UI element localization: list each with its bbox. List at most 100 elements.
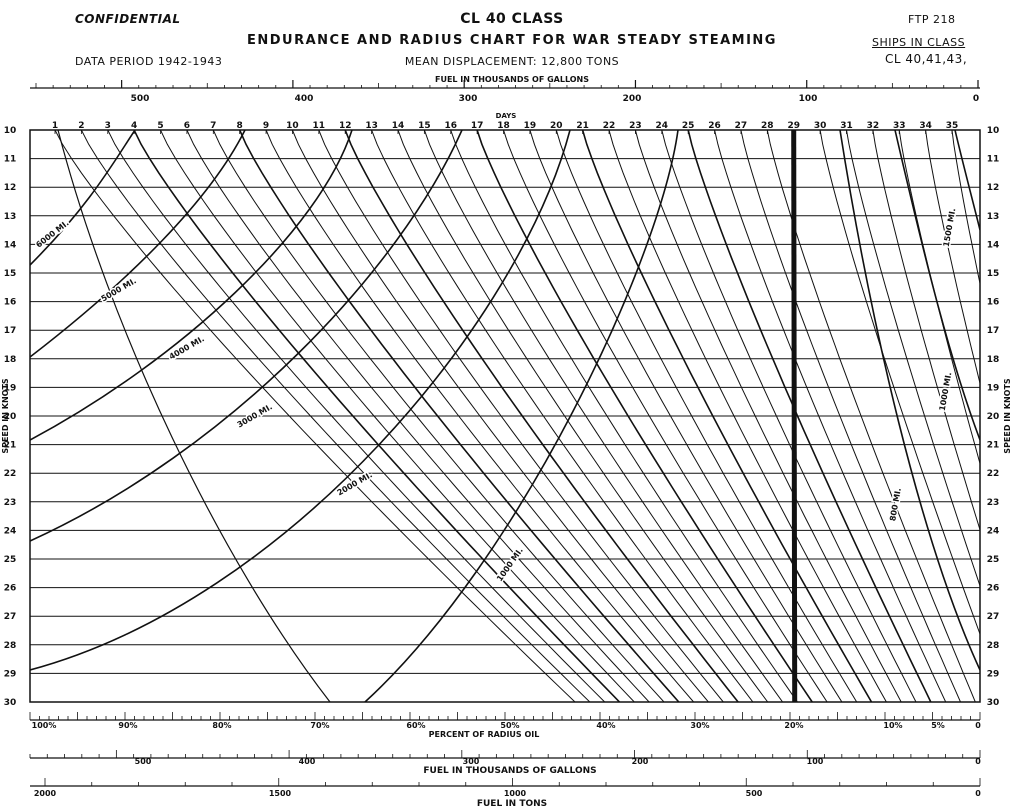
days-tick-label: 9 (263, 121, 269, 131)
bottom-tons-tick-label: 500 (746, 789, 763, 798)
days-tick-label: 8 (237, 121, 243, 131)
radius-curve (30, 130, 246, 358)
speed-tick-label-left: 14 (4, 240, 17, 250)
percent-tick-label: 70% (310, 721, 329, 730)
days-tick-label: 3 (105, 121, 111, 131)
speed-tick-label-right: 20 (987, 412, 1000, 422)
speed-tick-label-left: 25 (4, 555, 17, 565)
days-tick-label: 17 (471, 121, 484, 131)
day-curve (265, 130, 694, 702)
y-axis-title-left: SPEED IN KNOTS (1, 378, 10, 454)
percent-tick-label: 50% (500, 721, 519, 730)
days-tick-label: 29 (787, 121, 800, 131)
days-tick-label: 6 (184, 121, 190, 131)
days-tick-label: 2 (78, 121, 84, 131)
days-tick-label: 34 (919, 121, 932, 131)
speed-tick-label-right: 12 (987, 183, 1000, 193)
days-tick-label: 30 (814, 121, 827, 131)
radius-curve (30, 130, 571, 671)
day-curve (503, 130, 828, 702)
speed-tick-label-left: 10 (4, 126, 17, 136)
radius-curve-label: 1000 MI. (495, 546, 525, 583)
heavy-day-marker (791, 130, 798, 702)
percent-tick-label: 80% (212, 721, 231, 730)
bottom-gallons-tick-label: 500 (135, 757, 152, 766)
percent-tick-label: 0 (975, 721, 981, 730)
day-curve (634, 130, 902, 702)
day-curve (450, 130, 798, 702)
speed-tick-label-left: 28 (4, 641, 17, 651)
days-tick-label: 27 (735, 121, 748, 131)
day-curve (608, 130, 887, 702)
speed-tick-label-right: 28 (987, 641, 1000, 651)
day-curve (80, 130, 591, 702)
speed-tick-label-right: 25 (987, 555, 1000, 565)
speed-tick-label-right: 22 (987, 469, 1000, 479)
days-tick-label: 21 (576, 121, 589, 131)
day-curve (714, 130, 947, 702)
day-curve (107, 130, 606, 702)
days-tick-label: 12 (339, 121, 352, 131)
speed-tick-label-right: 18 (987, 355, 1000, 365)
days-tick-label: 31 (840, 121, 853, 131)
top-fuel-tick-label: 500 (131, 94, 150, 104)
chart-title: CL 40 CLASS (460, 11, 564, 27)
days-tick-label: 10 (286, 121, 299, 131)
day-curve (925, 130, 980, 386)
top-fuel-tick-label: 300 (459, 94, 478, 104)
speed-tick-label-right: 14 (987, 240, 1000, 250)
speed-tick-label-left: 23 (4, 498, 17, 508)
speed-tick-label-left: 29 (4, 669, 17, 679)
day-curve (160, 130, 635, 702)
radius-curve (954, 130, 980, 231)
radius-curve (839, 130, 980, 671)
radius-curve (57, 130, 331, 702)
bottom-tons-tick-label: 1000 (504, 789, 527, 798)
bottom-gallons-axis-title: FUEL IN THOUSANDS OF GALLONS (423, 766, 596, 776)
day-curve (687, 130, 932, 702)
day-curve (397, 130, 769, 702)
speed-tick-label-left: 12 (4, 183, 17, 193)
day-curve (872, 130, 980, 532)
day-curve (186, 130, 650, 702)
speed-tick-label-left: 30 (4, 698, 17, 708)
day-curve (423, 130, 784, 702)
displacement-label: MEAN DISPLACEMENT: 12,800 TONS (404, 55, 620, 68)
speed-tick-label-left: 17 (4, 326, 17, 336)
bottom-gallons-tick-label: 400 (299, 757, 316, 766)
days-axis-title: DAYS (496, 112, 517, 120)
speed-tick-label-right: 15 (987, 269, 1000, 279)
radius-curve-label: 1500 MI. (942, 208, 958, 248)
bottom-gallons-tick-label: 200 (632, 757, 649, 766)
speed-tick-label-right: 13 (987, 212, 1000, 222)
speed-tick-label-right: 26 (987, 584, 1000, 594)
top-fuel-tick-label: 100 (799, 94, 818, 104)
day-curve (344, 130, 739, 702)
speed-tick-label-right: 24 (987, 526, 1000, 536)
curves-group (30, 130, 980, 702)
day-curve (54, 130, 576, 702)
ship-list-label: CL 40,41,43, (885, 52, 968, 66)
percent-axis-title: PERCENT OF RADIUS OIL (429, 730, 540, 739)
days-tick-label: 26 (708, 121, 721, 131)
speed-tick-label-left: 11 (4, 155, 17, 165)
speed-tick-label-right: 23 (987, 498, 1000, 508)
day-curve (529, 130, 843, 702)
speed-tick-label-left: 21 (4, 441, 17, 451)
y-axis-title-right: SPEED IN KNOTS (1003, 378, 1012, 454)
data-period-label: DATA PERIOD 1942-1943 (75, 55, 223, 68)
speed-tick-label-left: 13 (4, 212, 17, 222)
speed-tick-label-right: 17 (987, 326, 1000, 336)
percent-tick-label: 60% (406, 721, 425, 730)
day-curve (238, 130, 680, 702)
percent-tick-label: 5% (931, 721, 945, 730)
bottom-gallons-tick-label: 300 (463, 757, 480, 766)
speed-tick-label-left: 19 (4, 383, 17, 393)
top-fuel-tick-label: 200 (623, 94, 642, 104)
speed-tick-label-right: 27 (987, 612, 1000, 622)
days-tick-label: 18 (497, 121, 510, 131)
bottom-gallons-tick-label: 0 (975, 757, 981, 766)
bottom-tons-axis-title: FUEL IN TONS (477, 799, 547, 809)
day-curve (212, 130, 665, 702)
day-curve (951, 130, 980, 286)
